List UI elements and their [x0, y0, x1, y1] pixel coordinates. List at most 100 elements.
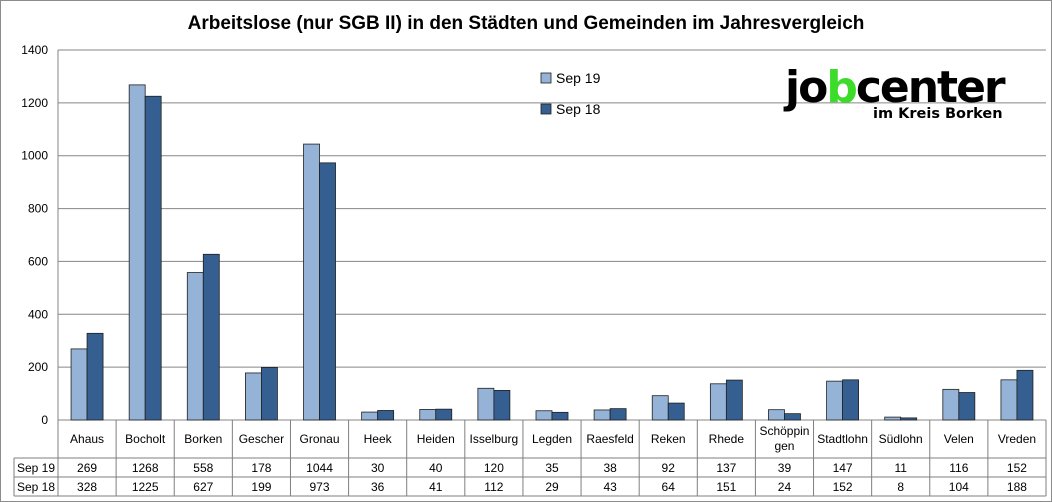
data-label: 151: [716, 480, 736, 494]
data-label: 43: [603, 480, 617, 494]
x-tick-label: Bocholt: [125, 432, 166, 446]
data-label: 1044: [306, 461, 333, 475]
bar: [535, 410, 553, 421]
data-label: 39: [778, 461, 792, 475]
bar: [435, 408, 453, 421]
x-tick-label: Legden: [532, 432, 572, 446]
data-label: 137: [716, 461, 736, 475]
table-series-name: Sep 19: [17, 461, 55, 475]
bar: [709, 383, 727, 421]
data-label: 11: [894, 461, 907, 475]
bar: [842, 379, 859, 421]
x-tick-label: Velen: [944, 432, 974, 446]
bar: [1016, 369, 1034, 421]
data-label: 178: [251, 461, 271, 475]
bar: [319, 162, 336, 421]
x-tick-label: Heiden: [417, 432, 455, 446]
data-label: 24: [778, 480, 792, 494]
bar: [377, 410, 395, 421]
data-label: 147: [833, 461, 853, 475]
data-label: 112: [484, 480, 503, 494]
bar: [884, 416, 902, 421]
y-tick-label: 400: [28, 307, 48, 321]
data-label: 35: [545, 461, 559, 475]
x-tick-label: Gronau: [300, 432, 340, 446]
data-label: 116: [949, 461, 968, 475]
y-tick-label: 1200: [21, 96, 48, 110]
y-tick-label: 1000: [21, 149, 48, 163]
data-label: 30: [371, 461, 385, 475]
data-label: 120: [484, 461, 504, 475]
legend-swatch: [540, 72, 552, 84]
bar: [768, 409, 785, 421]
data-label: 104: [949, 480, 969, 494]
data-label: 29: [545, 480, 559, 494]
data-label: 627: [193, 480, 213, 494]
bar: [128, 84, 146, 421]
x-tick-label: Borken: [184, 432, 222, 446]
bar: [551, 411, 569, 421]
bar: [261, 367, 278, 421]
bar: [958, 392, 976, 421]
data-label: 188: [1007, 480, 1027, 494]
legend-label: Sep 19: [556, 70, 601, 86]
bar: [593, 409, 611, 421]
y-tick-label: 200: [28, 360, 48, 374]
data-label: 152: [833, 480, 853, 494]
logo-subtext: im Kreis Borken: [873, 106, 1003, 122]
bar: [86, 332, 104, 421]
data-label: 64: [662, 480, 676, 494]
y-tick-label: 0: [41, 413, 48, 427]
bar: [493, 389, 511, 421]
bar: [900, 417, 918, 421]
bar: [826, 380, 843, 421]
x-tick-label: Südlohn: [879, 432, 923, 446]
data-label: 8: [897, 480, 904, 494]
x-tick-label: Vreden: [998, 432, 1036, 446]
data-label: 41: [429, 480, 443, 494]
data-label: 1268: [132, 461, 159, 475]
bar: [1000, 379, 1018, 421]
bar: [186, 272, 204, 421]
table-series-name: Sep 18: [17, 480, 55, 494]
data-label: 328: [77, 480, 97, 494]
bar: [144, 95, 162, 421]
data-label: 973: [310, 480, 330, 494]
data-label: 1225: [132, 480, 159, 494]
bar: [725, 379, 743, 421]
bar: [361, 411, 379, 421]
jobcenter-logo: jobcenter im Kreis Borken: [785, 62, 1035, 128]
bar: [303, 143, 320, 421]
logo-wordmark: jobcenter: [785, 62, 1006, 113]
data-label: 36: [371, 480, 385, 494]
bar: [651, 395, 669, 421]
x-tick-label: Schöppin: [759, 424, 809, 438]
bar: [202, 253, 220, 421]
bar: [419, 409, 437, 421]
bar: [609, 408, 627, 421]
x-tick-label: Gescher: [239, 432, 284, 446]
bar: [477, 387, 495, 421]
x-tick-label: Ahaus: [70, 432, 104, 446]
data-label: 38: [603, 461, 617, 475]
x-tick-label: Reken: [651, 432, 686, 446]
legend-swatch: [540, 103, 552, 115]
data-label: 152: [1007, 461, 1027, 475]
x-tick-label: gen: [774, 439, 794, 453]
chart-title: Arbeitslose (nur SGB II) in den Städten …: [187, 13, 865, 34]
x-tick-label: Stadtlohn: [817, 432, 868, 446]
x-tick-label: Isselburg: [470, 432, 519, 446]
y-tick-label: 600: [28, 254, 48, 268]
data-label: 269: [77, 461, 97, 475]
bar: [70, 348, 88, 421]
y-tick-label: 1400: [21, 43, 48, 57]
data-label: 40: [429, 461, 443, 475]
data-label: 558: [193, 461, 213, 475]
legend-label: Sep 18: [556, 101, 601, 117]
y-tick-label: 800: [28, 202, 48, 216]
bar: [942, 388, 960, 421]
x-tick-label: Raesfeld: [586, 432, 633, 446]
data-label: 199: [251, 480, 271, 494]
bar: [784, 413, 801, 421]
